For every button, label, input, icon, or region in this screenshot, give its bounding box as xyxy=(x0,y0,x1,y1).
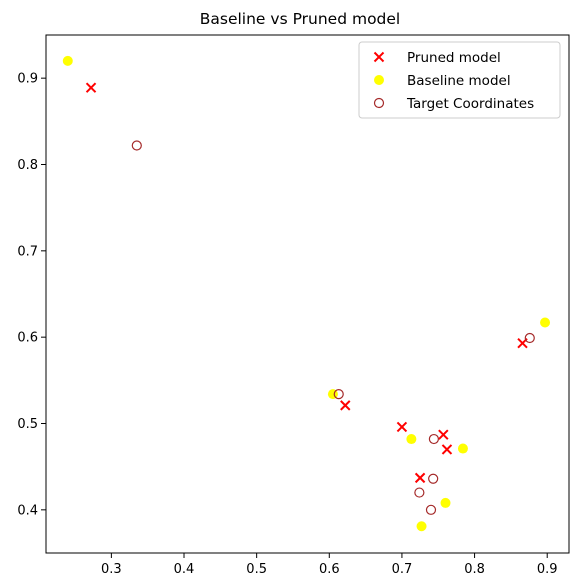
data-point xyxy=(540,317,551,328)
x-tick-label: 0.7 xyxy=(392,562,413,577)
data-point xyxy=(414,487,425,498)
y-tick-label: 0.4 xyxy=(17,503,38,518)
y-tick-label: 0.5 xyxy=(17,417,38,432)
data-point xyxy=(340,400,351,411)
data-point xyxy=(416,521,427,532)
legend-marker xyxy=(373,51,385,63)
data-point xyxy=(425,504,437,515)
legend-label: Baseline model xyxy=(407,73,511,89)
legend: Pruned model Baseline model Target Coordin… xyxy=(358,41,561,119)
data-point xyxy=(524,332,535,344)
x-tick-label: 0.4 xyxy=(174,562,195,577)
legend-box xyxy=(358,41,561,119)
y-tick-label: 0.9 xyxy=(17,72,38,87)
series-pruned-model xyxy=(85,82,528,484)
chart-title: Baseline vs Pruned model xyxy=(200,10,400,28)
data-point xyxy=(440,497,451,508)
data-point xyxy=(428,433,439,445)
legend-label: Target Coordinates xyxy=(406,96,534,112)
data-point xyxy=(428,473,439,484)
plot-frame xyxy=(45,34,570,554)
data-point xyxy=(85,82,97,93)
data-point xyxy=(457,443,468,454)
data-point xyxy=(406,434,417,445)
legend-marker xyxy=(373,97,385,109)
x-tick-label: 0.5 xyxy=(246,562,267,577)
axes: 0.3 0.4 0.5 0.6 0.7 0.8 0.9 0.4 0.5 0.6 0.7 0.8 0.9 xyxy=(17,72,557,577)
data-point xyxy=(62,55,73,66)
data-point xyxy=(396,421,408,433)
data-point xyxy=(414,472,426,484)
y-tick-label: 0.7 xyxy=(17,244,38,259)
data-point xyxy=(131,140,142,151)
data-point xyxy=(438,429,449,440)
y-tick-label: 0.8 xyxy=(17,158,38,173)
x-tick-label: 0.8 xyxy=(464,562,485,577)
y-tick-label: 0.6 xyxy=(17,331,38,346)
x-tick-label: 0.3 xyxy=(101,562,122,577)
series-target-coordinates xyxy=(131,140,535,515)
data-point xyxy=(333,389,344,400)
x-tick-label: 0.6 xyxy=(319,562,340,577)
data-point xyxy=(441,444,453,455)
series-baseline-model xyxy=(62,55,551,532)
x-tick-label: 0.9 xyxy=(537,562,558,577)
legend-marker xyxy=(374,75,384,85)
legend-label: Pruned model xyxy=(407,50,501,66)
plot-area xyxy=(62,55,551,532)
